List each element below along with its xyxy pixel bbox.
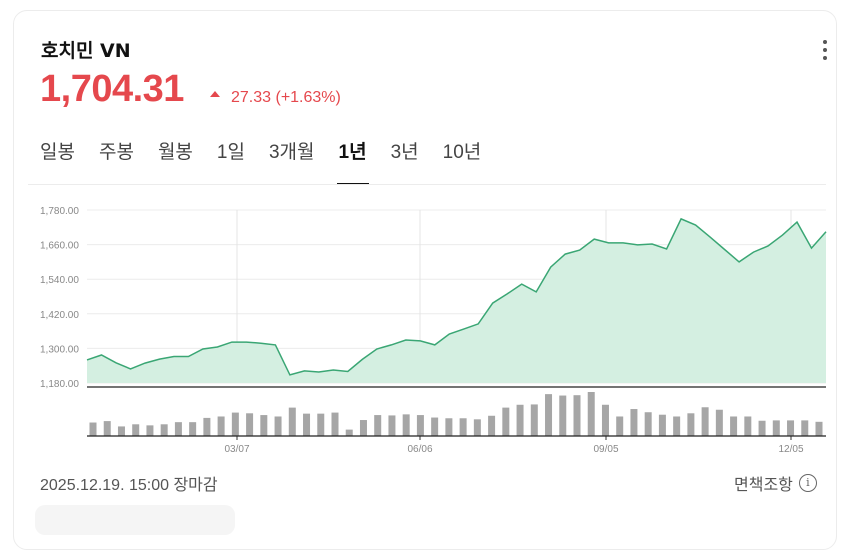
y-tick-label: 1,180.00 — [40, 379, 79, 390]
volume-bar — [431, 417, 439, 436]
tab-3-years[interactable]: 3년 — [390, 142, 419, 163]
y-tick-label: 1,540.00 — [40, 275, 79, 286]
volume-bar — [416, 415, 424, 436]
tab-monthly[interactable]: 월봉 — [157, 142, 193, 163]
volume-bar — [772, 420, 780, 436]
volume-bar — [303, 413, 311, 436]
volume-bar — [174, 422, 182, 436]
volume-bar — [644, 412, 652, 436]
price-area — [87, 218, 826, 383]
volume-bar — [132, 424, 140, 436]
volume-bar — [89, 422, 97, 436]
volume-bar — [701, 407, 709, 436]
volume-bar — [117, 426, 125, 436]
volume-bar — [516, 404, 524, 436]
volume-bar — [189, 422, 197, 436]
volume-bar — [345, 429, 353, 436]
volume-bar — [673, 416, 681, 436]
volume-bar — [559, 395, 567, 436]
price-line — [86, 217, 827, 376]
volume-bar — [573, 395, 581, 436]
volume-bar — [787, 420, 795, 436]
volume-bar — [288, 407, 296, 436]
volume-bar — [260, 415, 268, 436]
y-tick-label: 1,300.00 — [40, 344, 79, 355]
volume-bar — [630, 409, 638, 436]
volume-bar — [374, 415, 382, 436]
volume-bar — [317, 413, 325, 436]
volume-bar — [744, 416, 752, 436]
volume-bar — [146, 425, 154, 436]
price-chart[interactable]: 1,780.00 1,660.00 1,540.00 1,420.00 1,300.00… — [0, 0, 851, 521]
volume-bar — [801, 420, 809, 436]
tab-3-months[interactable]: 3개월 — [268, 142, 315, 163]
volume-bar — [331, 412, 339, 436]
volume-bar — [217, 416, 225, 436]
tabs-divider — [28, 184, 826, 185]
volume-bar — [203, 417, 211, 436]
volume-bar — [160, 424, 168, 436]
triangle-up-icon — [210, 91, 220, 97]
index-title: 호치민 VN — [41, 40, 131, 62]
volume-bar — [103, 421, 111, 436]
market-close-timestamp: 2025.12.19. 15:00 장마감 — [40, 477, 218, 494]
volume-bar — [687, 413, 695, 436]
volume-bar — [530, 404, 538, 436]
tab-weekly[interactable]: 주봉 — [98, 142, 134, 163]
info-icon: i — [798, 474, 817, 492]
y-tick-label: 1,780.00 — [40, 206, 79, 217]
volume-bar — [815, 421, 823, 436]
volume-bar — [545, 394, 553, 436]
x-tick-label: 03/07 — [224, 444, 249, 455]
tab-1-day[interactable]: 1일 — [216, 142, 245, 163]
volume-bar — [616, 416, 624, 436]
volume-bar — [601, 404, 609, 436]
volume-bar — [231, 412, 239, 436]
volume-bar — [274, 416, 282, 436]
disclaimer-label: 면책조항 — [734, 475, 793, 494]
volume-bar — [488, 415, 496, 436]
disclaimer-link[interactable]: 면책조항 i — [734, 471, 817, 495]
volume-bar — [730, 416, 738, 436]
volume-bar — [758, 420, 766, 436]
bottom-panel — [35, 505, 235, 535]
volume-bar — [246, 413, 254, 436]
current-price: 1,704.31 — [40, 68, 184, 110]
price-change: 27.33 (+1.63%) — [231, 89, 341, 106]
volume-bar — [587, 392, 595, 436]
volume-bar — [502, 407, 510, 436]
volume-bar — [715, 409, 723, 436]
y-tick-label: 1,420.00 — [40, 310, 79, 321]
volume-bar — [388, 415, 396, 436]
volume-bar — [359, 420, 367, 436]
volume-bar — [658, 414, 666, 436]
volume-bar — [473, 419, 481, 436]
x-tick-label: 12/05 — [778, 444, 803, 455]
y-tick-label: 1,660.00 — [40, 241, 79, 252]
tab-10-years[interactable]: 10년 — [442, 142, 482, 163]
x-tick-label: 09/05 — [593, 444, 618, 455]
volume-bar — [445, 418, 453, 436]
tab-daily[interactable]: 일봉 — [40, 142, 75, 163]
more-options-icon[interactable] — [816, 38, 834, 62]
x-tick-label: 06/06 — [407, 444, 432, 455]
volume-bar — [459, 418, 467, 436]
volume-bar — [402, 414, 410, 436]
